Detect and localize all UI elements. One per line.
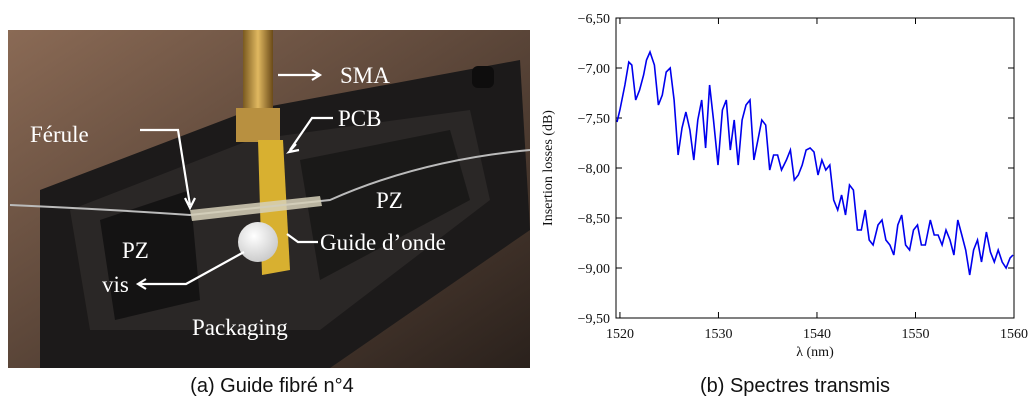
fiber: [9, 149, 531, 217]
caption: (a) Guide fibré n°4: [190, 375, 354, 397]
photo-label: SMA: [340, 63, 390, 88]
arrow: [286, 233, 318, 244]
y-axis-label: Insertion losses (dB): [541, 110, 556, 226]
photo: SMA PCB Férule PZ PZ Guide d’onde vis Pa…: [8, 30, 531, 368]
sma-base: [236, 108, 280, 142]
photo-label: Férule: [30, 122, 89, 147]
arrow: [140, 128, 196, 211]
plot-frame: [615, 17, 1015, 319]
y-tick-label: −7,00: [578, 62, 610, 77]
screw: [238, 222, 278, 262]
data-line: [616, 49, 1014, 276]
x-axis-label: λ (nm): [796, 345, 834, 360]
arrow: [286, 116, 333, 154]
photo-label: Packaging: [192, 315, 288, 340]
x-tick-label: 1520: [606, 327, 634, 342]
x-tick-label: 1530: [704, 327, 732, 342]
cavity-left: [100, 190, 200, 320]
y-tick-label: −8,50: [578, 212, 610, 227]
photo-label: Guide d’onde: [320, 230, 446, 255]
photo-label: PZ: [376, 188, 403, 213]
y-tick-label: −8,00: [578, 162, 610, 177]
caption: (b) Spectres transmis: [700, 375, 890, 397]
arrow: [278, 69, 323, 81]
ferrule: [190, 196, 322, 221]
photo-label: vis: [102, 272, 129, 297]
x-tick-label: 1560: [1000, 327, 1028, 342]
arrow: [135, 251, 245, 290]
y-tick-label: −6,50: [578, 12, 610, 27]
hole: [472, 66, 494, 88]
photo-label: PZ: [122, 238, 149, 263]
photo-label: PCB: [338, 106, 381, 131]
y-tick-label: −9,50: [578, 312, 610, 327]
y-tick-label: −7,50: [578, 112, 610, 127]
x-tick-label: 1550: [901, 327, 929, 342]
x-tick-label: 1540: [803, 327, 831, 342]
y-tick-label: −9,00: [578, 262, 610, 277]
